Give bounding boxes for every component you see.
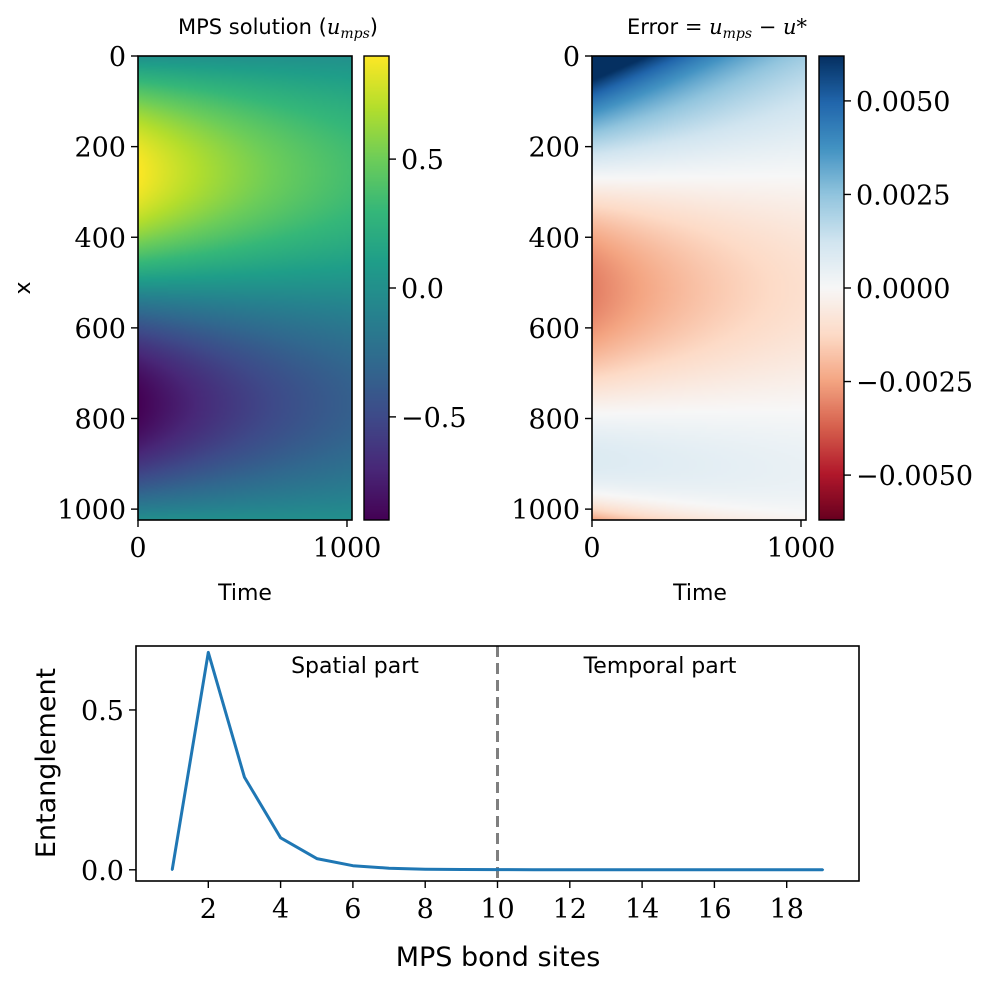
mps-solution-ytick-label-5: 1000: [57, 495, 126, 526]
mps-solution-ytick-label-2: 400: [74, 223, 126, 254]
error-ytick-label-2: 400: [528, 223, 580, 254]
error-cbar-tick-label-2: 0.0000: [856, 274, 950, 305]
entanglement-point-9: [460, 868, 463, 871]
error-ytick-label-0: 0: [563, 42, 580, 73]
entanglement-point-17: [749, 868, 752, 872]
mps-solution-axes-frame: [137, 55, 353, 521]
error-cbar-tick-label-4: −0.0050: [856, 461, 973, 492]
error-colorbar-ticks: 0.0050 0.0025 0.0000 −0.0025 −0.0050: [844, 87, 973, 492]
mps-solution-heatmap: [138, 56, 352, 520]
entanglement-ticks: 2 4 6 8 10 12 14 16 18 0.0 0.5: [81, 696, 804, 925]
error-cbar-tick-label-1: 0.0025: [856, 180, 950, 211]
error-title: Error = umps − u*: [627, 15, 808, 42]
mps-solution-colorbar: [364, 56, 389, 520]
entanglement-y-label: Entanglement: [31, 668, 62, 858]
entanglement-xtick-label-1: 4: [272, 894, 289, 925]
error-heatmap: [592, 56, 806, 520]
entanglement-xtick-label-0: 2: [200, 894, 217, 925]
mps-solution-ytick-label-0: 0: [109, 42, 126, 73]
entanglement-point-3: [243, 775, 246, 779]
entanglement-xtick-label-5: 12: [553, 894, 587, 925]
entanglement-points: [170, 651, 825, 872]
error-ytick-label-4: 800: [528, 405, 580, 436]
entanglement-point-1: [170, 868, 174, 872]
error-xtick-label-1: 1000: [767, 533, 836, 564]
x-axis-label-left: x: [11, 281, 36, 294]
spatial-part-annotation: Spatial part: [291, 654, 419, 679]
entanglement-point-8: [424, 867, 427, 871]
error-panel: Error = umps − u* 0 100002004006008001000…: [511, 15, 973, 606]
entanglement-point-16: [713, 868, 716, 872]
entanglement-xtick-label-4: 10: [480, 894, 514, 925]
error-cbar-tick-label-0: 0.0050: [856, 87, 950, 118]
mps-solution-cbar-tick-label-0: 0.5: [401, 145, 444, 176]
entanglement-ytick-label-0: 0.0: [81, 856, 124, 887]
mps-solution-ytick-label-4: 800: [74, 405, 126, 436]
entanglement-panel: 2 4 6 8 10 12 14 16 18 0.0 0.5 Spatial part Tempor…: [31, 645, 860, 973]
mps-solution-ytick-label-1: 200: [74, 133, 126, 164]
error-xtick-label-0: 0: [583, 533, 600, 564]
entanglement-point-14: [640, 868, 644, 872]
entanglement-xtick-label-6: 14: [625, 894, 659, 925]
entanglement-point-12: [568, 868, 571, 871]
entanglement-xtick-label-2: 6: [344, 894, 361, 925]
mps-solution-cbar-tick-label-1: 0.0: [401, 274, 444, 305]
mps-solution-panel: MPS solution (umps) 0 1000020040060080010…: [11, 15, 467, 606]
error-ytick-label-1: 200: [528, 133, 580, 164]
error-cbar-tick-label-3: −0.0025: [856, 368, 973, 399]
entanglement-point-13: [604, 868, 608, 871]
mps-solution-xtick-label-0: 0: [129, 533, 146, 564]
entanglement-point-2: [207, 651, 210, 654]
entanglement-point-7: [387, 867, 391, 870]
entanglement-xtick-label-3: 8: [417, 894, 434, 925]
error-ytick-label-5: 1000: [511, 495, 580, 526]
entanglement-ytick-label-1: 0.5: [81, 696, 124, 727]
temporal-part-annotation: Temporal part: [583, 654, 737, 679]
mps-solution-colorbar-ticks: 0.5 0.0 −0.5: [389, 145, 467, 434]
entanglement-point-18: [785, 868, 788, 872]
entanglement-point-10: [496, 868, 499, 871]
entanglement-point-19: [821, 868, 825, 872]
entanglement-xtick-label-8: 18: [770, 894, 804, 925]
time-label-left: Time: [217, 581, 272, 606]
error-ytick-label-3: 600: [528, 314, 580, 345]
mps-solution-title: MPS solution (umps): [178, 15, 378, 42]
error-colorbar: [819, 56, 844, 520]
entanglement-point-4: [279, 836, 282, 840]
entanglement-point-5: [315, 857, 318, 860]
mps-solution-ytick-label-3: 600: [74, 314, 126, 345]
entanglement-xtick-label-7: 16: [697, 894, 731, 925]
entanglement-point-15: [677, 868, 680, 872]
error-axes-frame: [591, 55, 807, 521]
entanglement-point-11: [532, 868, 535, 871]
mps-solution-xtick-label-1: 1000: [313, 533, 382, 564]
time-label-right: Time: [672, 581, 727, 606]
entanglement-point-6: [351, 864, 355, 867]
bond-sites-x-label: MPS bond sites: [396, 942, 601, 973]
mps-solution-cbar-tick-label-2: −0.5: [401, 403, 467, 434]
